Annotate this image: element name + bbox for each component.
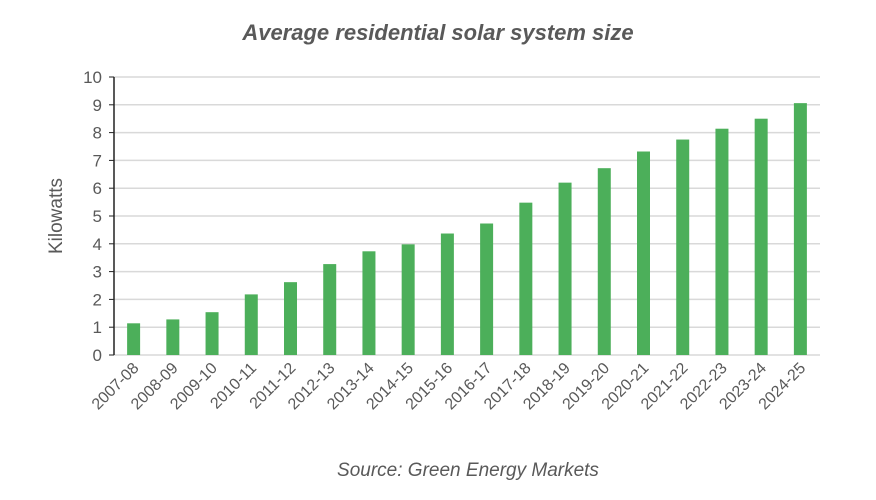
y-tick-label: 9: [93, 96, 102, 115]
bar: [362, 251, 376, 355]
bar: [715, 128, 729, 355]
bar: [558, 182, 572, 355]
y-tick-label: 4: [93, 235, 102, 254]
bar: [480, 223, 494, 355]
bar: [205, 312, 219, 355]
y-tick-label: 7: [93, 151, 102, 170]
y-tick-label: 6: [93, 179, 102, 198]
y-tick-label: 3: [93, 263, 102, 282]
bar: [323, 264, 337, 355]
y-axis-label: Kilowatts: [46, 178, 67, 254]
bar: [440, 233, 454, 355]
bar: [676, 139, 690, 355]
bar: [519, 202, 533, 355]
bar: [793, 103, 807, 355]
y-tick-label: 1: [93, 318, 102, 337]
y-tick-label: 8: [93, 124, 102, 143]
y-tick-label: 0: [93, 346, 102, 365]
bar: [401, 244, 415, 355]
bar: [637, 151, 650, 355]
bar: [284, 282, 297, 355]
source-note: Source: Green Energy Markets: [337, 460, 599, 481]
bar: [754, 118, 768, 355]
bar: [127, 323, 141, 355]
y-tick-label: 2: [93, 290, 102, 309]
y-tick-label: 5: [93, 207, 102, 226]
bar: [597, 168, 611, 355]
y-tick-label: 10: [83, 68, 102, 87]
bar: [166, 319, 180, 355]
chart-title: Average residential solar system size: [242, 20, 634, 45]
bar: [244, 294, 258, 355]
